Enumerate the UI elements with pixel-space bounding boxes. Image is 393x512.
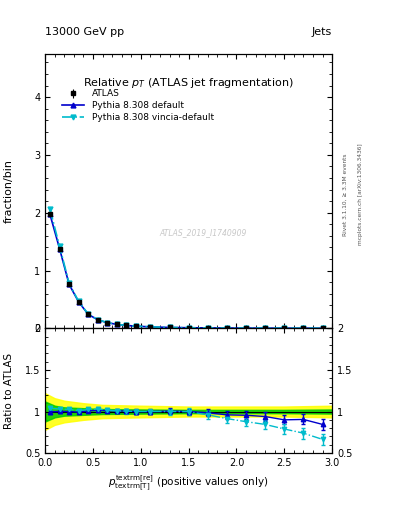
Pythia 8.308 default xyxy=(105,319,110,326)
Pythia 8.308 default xyxy=(134,323,138,329)
Pythia 8.308 vincia-default xyxy=(301,325,306,331)
Pythia 8.308 vincia-default xyxy=(148,324,153,330)
Pythia 8.308 vincia-default xyxy=(224,325,229,331)
Pythia 8.308 default xyxy=(301,325,306,331)
Pythia 8.308 vincia-default xyxy=(86,311,90,317)
Pythia 8.308 default xyxy=(57,245,62,251)
Pythia 8.308 vincia-default xyxy=(167,325,172,331)
Pythia 8.308 default xyxy=(244,325,248,331)
Line: Pythia 8.308 vincia-default: Pythia 8.308 vincia-default xyxy=(48,207,325,331)
Pythia 8.308 vincia-default xyxy=(263,325,268,331)
Pythia 8.308 vincia-default xyxy=(186,325,191,331)
Pythia 8.308 default xyxy=(67,281,72,287)
Text: ATLAS_2019_I1740909: ATLAS_2019_I1740909 xyxy=(159,228,247,237)
Pythia 8.308 vincia-default xyxy=(282,325,286,331)
Pythia 8.308 vincia-default xyxy=(115,322,119,328)
Pythia 8.308 vincia-default xyxy=(76,298,81,305)
Y-axis label: fraction/bin: fraction/bin xyxy=(4,159,14,223)
Pythia 8.308 default xyxy=(282,325,286,331)
Pythia 8.308 default xyxy=(76,299,81,305)
Pythia 8.308 vincia-default xyxy=(67,280,72,286)
Pythia 8.308 vincia-default xyxy=(320,325,325,331)
X-axis label: $p_\mathregular{textrm[T]}^\mathregular{textrm[re]}$ (positive values only): $p_\mathregular{textrm[T]}^\mathregular{… xyxy=(108,474,269,494)
Pythia 8.308 default xyxy=(224,325,229,331)
Pythia 8.308 vincia-default xyxy=(48,206,52,212)
Text: Rivet 3.1.10, ≥ 3.3M events: Rivet 3.1.10, ≥ 3.3M events xyxy=(343,153,348,236)
Pythia 8.308 vincia-default xyxy=(57,243,62,249)
Pythia 8.308 default xyxy=(124,323,129,329)
Line: Pythia 8.308 default: Pythia 8.308 default xyxy=(48,212,325,331)
Pythia 8.308 default xyxy=(167,325,172,331)
Pythia 8.308 vincia-default xyxy=(95,316,100,323)
Text: 13000 GeV pp: 13000 GeV pp xyxy=(45,27,124,37)
Pythia 8.308 vincia-default xyxy=(134,323,138,329)
Text: Relative $p_T$ (ATLAS jet fragmentation): Relative $p_T$ (ATLAS jet fragmentation) xyxy=(83,76,294,90)
Pythia 8.308 vincia-default xyxy=(206,325,210,331)
Pythia 8.308 default xyxy=(86,311,90,317)
Y-axis label: Ratio to ATLAS: Ratio to ATLAS xyxy=(4,353,14,429)
Pythia 8.308 default xyxy=(186,325,191,331)
Text: mcplots.cern.ch [arXiv:1306.3436]: mcplots.cern.ch [arXiv:1306.3436] xyxy=(358,144,363,245)
Text: Jets: Jets xyxy=(312,27,332,37)
Pythia 8.308 default xyxy=(263,325,268,331)
Pythia 8.308 default xyxy=(48,211,52,218)
Pythia 8.308 default xyxy=(206,325,210,331)
Pythia 8.308 default xyxy=(115,322,119,328)
Pythia 8.308 vincia-default xyxy=(124,323,129,329)
Pythia 8.308 default xyxy=(95,317,100,323)
Pythia 8.308 vincia-default xyxy=(105,319,110,326)
Pythia 8.308 default xyxy=(148,324,153,330)
Legend: ATLAS, Pythia 8.308 default, Pythia 8.308 vincia-default: ATLAS, Pythia 8.308 default, Pythia 8.30… xyxy=(58,86,217,125)
Pythia 8.308 vincia-default xyxy=(244,325,248,331)
Pythia 8.308 default xyxy=(320,325,325,331)
